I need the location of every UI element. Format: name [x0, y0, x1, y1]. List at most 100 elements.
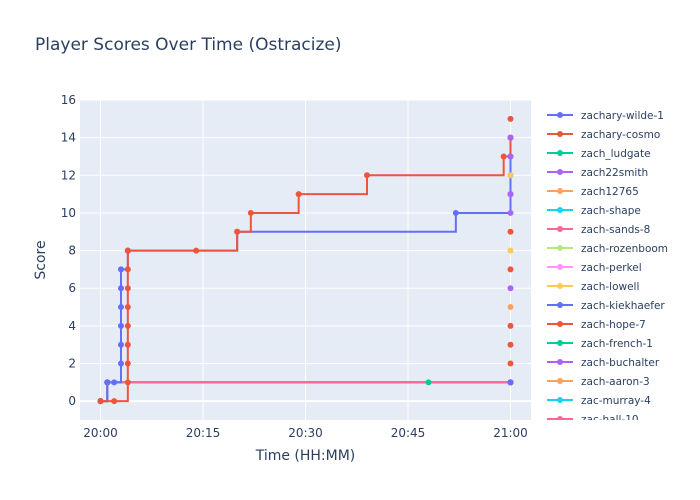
x-tick-label: 20:15	[186, 426, 221, 440]
legend-label: zach_ludgate	[581, 148, 651, 160]
data-point	[507, 115, 514, 122]
data-point	[124, 360, 131, 367]
legend-swatch-marker	[557, 112, 563, 118]
x-tick-label: 21:00	[493, 426, 528, 440]
legend-label: zach-perkel	[581, 262, 642, 274]
x-axis-ticks: 20:00 20:15 20:30 20:45 21:00	[83, 426, 528, 440]
series-line	[100, 137, 512, 403]
data-point	[118, 285, 124, 292]
legend-swatch-marker	[557, 321, 563, 327]
legend-item[interactable]: zach-kiekhaefer	[547, 300, 665, 312]
data-point	[507, 285, 514, 292]
data-point	[124, 341, 131, 348]
legend-swatch-marker	[557, 340, 563, 346]
data-point	[507, 191, 514, 198]
data-point	[124, 247, 131, 254]
data-point	[507, 379, 514, 386]
legend-item[interactable]: zach22smith	[547, 167, 648, 179]
x-tick-label: 20:00	[83, 426, 118, 440]
y-tick-label: 2	[68, 357, 76, 371]
legend-swatch-marker	[557, 131, 563, 137]
x-tick-label: 20:45	[391, 426, 426, 440]
legend-item[interactable]: zac-hall-10	[547, 414, 639, 426]
data-point	[104, 379, 111, 386]
legend-swatch-marker	[557, 188, 563, 194]
y-tick-label: 14	[61, 131, 76, 145]
data-point	[111, 379, 118, 386]
data-point	[118, 266, 124, 273]
data-point	[234, 228, 241, 235]
legend-swatch-marker	[557, 264, 563, 270]
y-axis-title: Score	[33, 240, 49, 279]
legend-item[interactable]: zach-lowell	[547, 281, 639, 293]
legend-swatch-marker	[557, 416, 563, 420]
data-point	[507, 322, 514, 329]
data-point	[507, 172, 514, 179]
data-point	[118, 360, 124, 367]
legend-label: zac-murray-4	[581, 395, 651, 407]
legend-swatch-marker	[557, 378, 563, 384]
data-point	[507, 304, 514, 311]
legend-swatch-marker	[557, 150, 563, 156]
legend[interactable]: zachary-wilde-1 zachary-cosmo zach_ludgate…	[547, 110, 668, 426]
legend-item[interactable]: zach-sands-8	[547, 224, 650, 236]
data-point	[124, 304, 131, 311]
legend-item[interactable]: zac-murray-4	[547, 395, 651, 407]
legend-item[interactable]: zach-french-1	[547, 338, 653, 350]
series-line	[100, 137, 512, 403]
data-point	[507, 247, 514, 254]
legend-label: zach-hope-7	[581, 319, 646, 331]
data-point	[118, 341, 124, 348]
data-point	[507, 341, 514, 348]
data-point	[97, 398, 104, 405]
legend-label: zach12765	[581, 186, 639, 198]
legend-swatch-marker	[557, 283, 563, 289]
y-tick-label: 16	[61, 93, 76, 107]
legend-swatch-marker	[557, 397, 563, 403]
data-point	[507, 153, 514, 160]
legend-item[interactable]: zach-perkel	[547, 262, 642, 274]
data-point	[247, 209, 254, 216]
legend-swatch-marker	[557, 207, 563, 213]
legend-swatch-marker	[557, 245, 563, 251]
data-point	[364, 172, 370, 179]
data-point	[507, 134, 514, 141]
legend-label: zach-sands-8	[581, 224, 650, 236]
legend-label: zach-kiekhaefer	[581, 300, 665, 312]
series-markers	[97, 115, 514, 405]
legend-item[interactable]: zachary-cosmo	[547, 129, 660, 141]
legend-swatch-marker	[557, 169, 563, 175]
data-point	[118, 304, 124, 311]
legend-item[interactable]: zach_ludgate	[547, 148, 651, 160]
legend-item[interactable]: zachary-wilde-1	[547, 110, 664, 122]
legend-item[interactable]: zach-buchalter	[547, 357, 660, 369]
legend-swatch-marker	[557, 226, 563, 232]
data-point	[124, 379, 131, 386]
legend-label: zach-shape	[581, 205, 641, 217]
legend-label: zach-rozenboom	[581, 243, 668, 255]
data-point	[452, 209, 459, 216]
legend-label: zach22smith	[581, 167, 648, 179]
y-tick-label: 10	[61, 206, 76, 220]
y-tick-label: 4	[68, 319, 76, 333]
data-point	[124, 322, 131, 329]
legend-label: zach-buchalter	[581, 357, 660, 369]
legend-label: zach-aaron-3	[581, 376, 650, 388]
y-axis-ticks: 0 2 4 6 8 10 12 14 16	[61, 93, 76, 408]
data-point	[500, 153, 507, 160]
legend-item[interactable]: zach-hope-7	[547, 319, 646, 331]
data-point	[507, 360, 514, 367]
legend-item[interactable]: zach12765	[547, 186, 639, 198]
y-tick-label: 0	[68, 394, 76, 408]
legend-item[interactable]: zach-shape	[547, 205, 641, 217]
legend-label: zach-lowell	[581, 281, 639, 293]
legend-item[interactable]: zach-rozenboom	[547, 243, 668, 255]
data-point	[507, 266, 514, 273]
series-lines	[100, 137, 512, 403]
legend-item[interactable]: zach-aaron-3	[547, 376, 650, 388]
legend-label: zac-hall-10	[581, 414, 639, 426]
x-axis-title: Time (HH:MM)	[255, 448, 356, 464]
y-tick-label: 12	[61, 168, 76, 182]
y-tick-label: 8	[68, 244, 76, 258]
